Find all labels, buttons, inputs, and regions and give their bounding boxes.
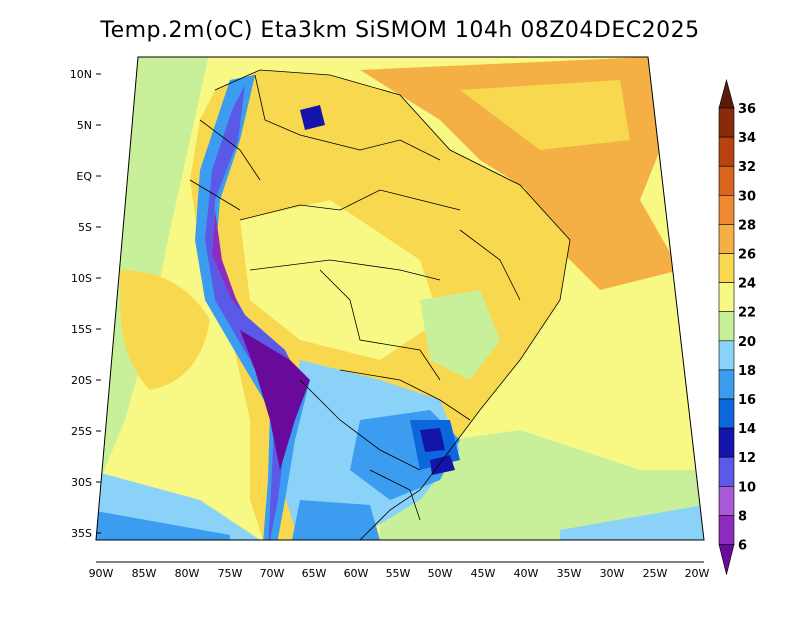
lon-label: 45W xyxy=(471,567,496,580)
colorbar-swatch xyxy=(718,427,735,458)
lon-label: 75W xyxy=(218,567,243,580)
lon-label: 40W xyxy=(514,567,539,580)
colorbar-swatch xyxy=(718,195,735,225)
colorbar-label: 30 xyxy=(738,189,756,204)
lon-label: 65W xyxy=(302,567,327,580)
lat-label: 25S xyxy=(71,425,92,438)
lon-label: 25W xyxy=(643,567,668,580)
colorbar-swatch xyxy=(718,456,735,487)
lon-label: 70W xyxy=(260,567,285,580)
colorbar-label: 32 xyxy=(738,160,756,175)
map-frame xyxy=(95,56,705,541)
colorbar-swatch xyxy=(718,485,735,516)
country-borders xyxy=(189,69,571,540)
lat-label: 20S xyxy=(71,374,92,387)
lon-label: 20W xyxy=(685,567,710,580)
lat-label: 30S xyxy=(71,476,92,489)
lon-label: 50W xyxy=(428,567,453,580)
lat-label: 5N xyxy=(77,119,92,132)
colorbar-label: 10 xyxy=(738,480,756,495)
lon-label: 85W xyxy=(132,567,157,580)
colorbar-label: 18 xyxy=(738,364,756,379)
colorbar-swatch xyxy=(718,311,735,342)
lon-label: 30W xyxy=(600,567,625,580)
colorbar-label: 34 xyxy=(738,131,756,146)
colorbar-swatch xyxy=(718,224,735,254)
colorbar-label: 8 xyxy=(738,509,747,524)
colorbar: 36 34 32 30 28 26 24 22 20 18 16 14 12 10 8 6 xyxy=(718,78,756,575)
lon-label: 35W xyxy=(557,567,582,580)
colorbar-label: 26 xyxy=(738,248,756,263)
colorbar-label: 14 xyxy=(738,422,756,437)
colorbar-swatch xyxy=(718,165,735,196)
colorbar-swatch xyxy=(718,107,735,138)
latitude-axis: 10N 5N EQ 5S 10S 15S 20S 25S 30S 35S xyxy=(70,68,101,540)
temperature-field xyxy=(96,57,704,540)
lat-label: 10N xyxy=(70,68,92,81)
longitude-axis: 90W 85W 80W 75W 70W 65W 60W 55W 50W 45W … xyxy=(89,561,710,580)
lat-label: EQ xyxy=(76,170,92,183)
colorbar-label: 20 xyxy=(738,335,756,350)
map-title: Temp.2m(oC) Eta3km SiSMOM 104h 08Z04DEC2… xyxy=(100,18,700,43)
colorbar-swatch xyxy=(718,369,735,400)
lat-label: 15S xyxy=(71,323,92,336)
colorbar-max-arrow xyxy=(718,78,735,109)
colorbar-label: 12 xyxy=(738,451,756,466)
colorbar-swatch xyxy=(718,398,735,429)
lat-label: 35S xyxy=(71,527,92,540)
colorbar-min-arrow xyxy=(718,544,735,575)
lon-label: 55W xyxy=(386,567,411,580)
lon-label: 90W xyxy=(89,567,114,580)
colorbar-label: 16 xyxy=(738,393,756,408)
colorbar-label: 36 xyxy=(738,102,756,117)
colorbar-label: 22 xyxy=(738,306,756,321)
colorbar-swatch xyxy=(718,282,735,313)
colorbar-label: 28 xyxy=(738,218,756,233)
colorbar-swatch xyxy=(718,515,735,545)
lon-label: 80W xyxy=(175,567,200,580)
colorbar-swatch xyxy=(718,136,735,167)
colorbar-swatch xyxy=(718,340,735,371)
colorbar-swatch xyxy=(718,253,735,283)
colorbar-label: 24 xyxy=(738,277,756,292)
colorbar-label: 6 xyxy=(738,539,747,554)
lat-label: 5S xyxy=(78,221,92,234)
lon-label: 60W xyxy=(344,567,369,580)
lat-label: 10S xyxy=(71,272,92,285)
